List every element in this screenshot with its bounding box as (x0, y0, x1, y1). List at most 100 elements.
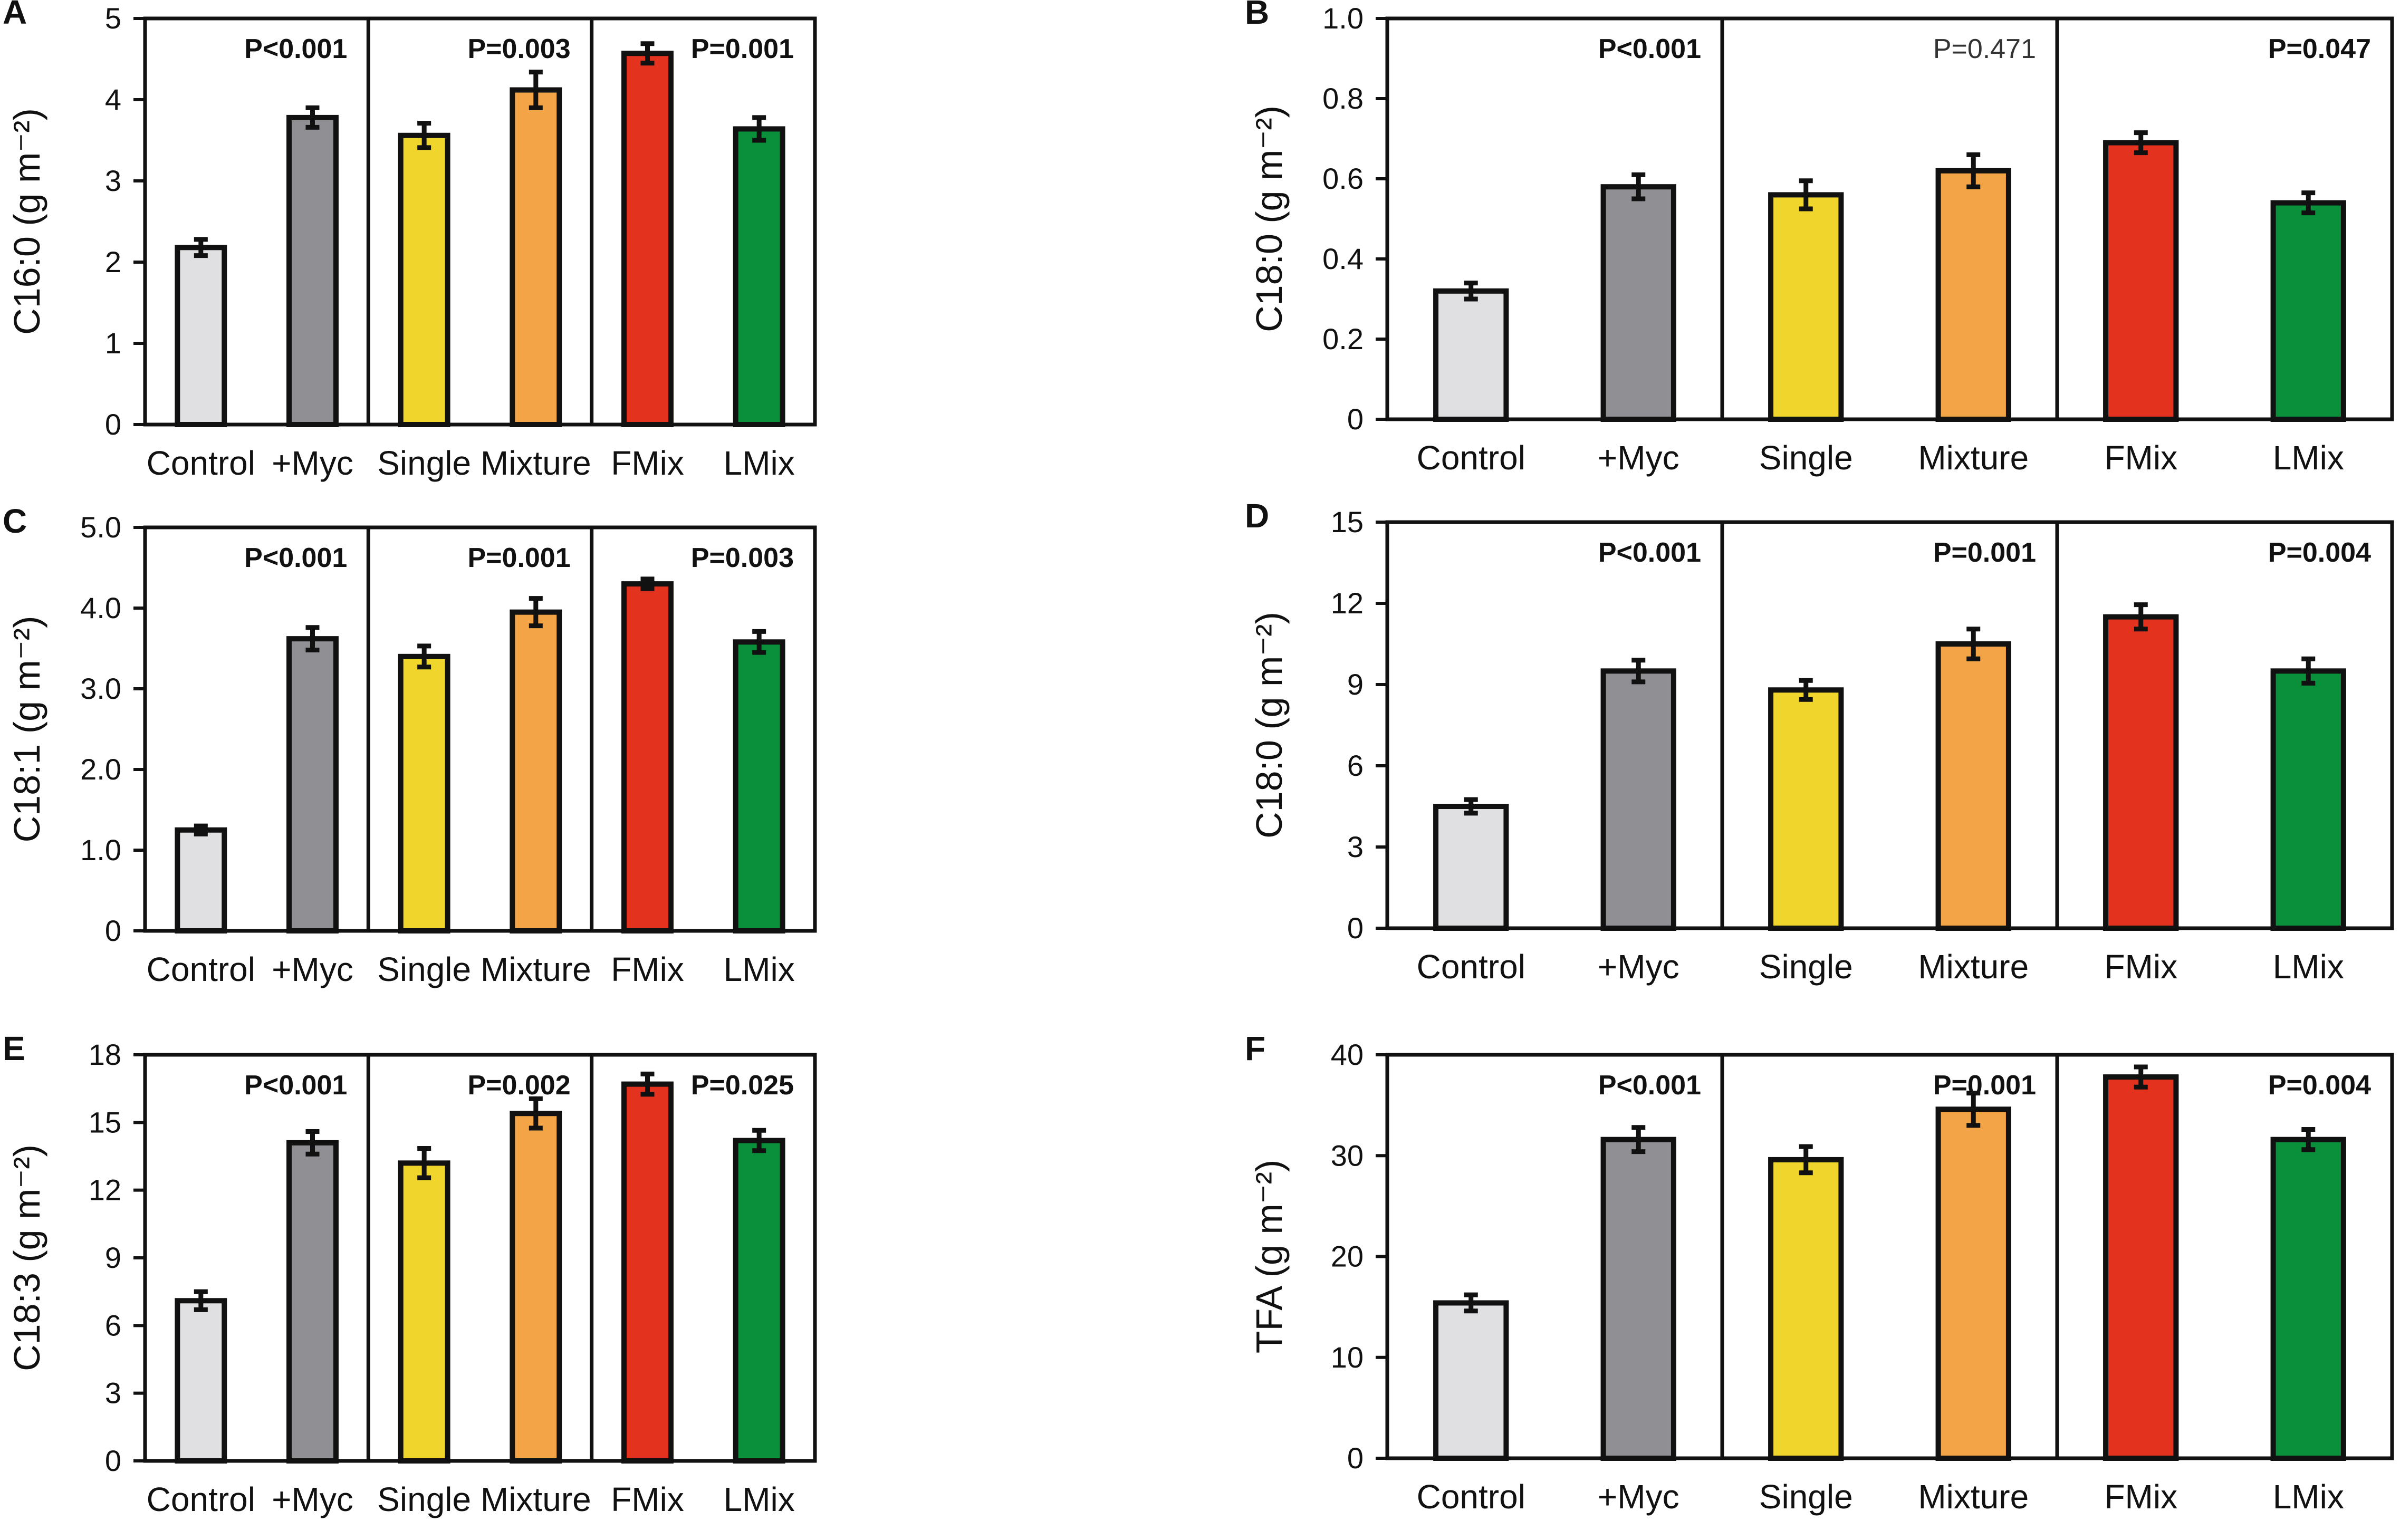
plot-frame (1385, 16, 2394, 421)
x-tick-label: FMix (611, 1480, 684, 1518)
error-bar-fmix (2134, 602, 2148, 632)
y-tick-label: 0 (105, 408, 121, 441)
x-tick-label: LMix (724, 444, 795, 482)
bar-mixture (1935, 641, 2011, 931)
p-value-label: P<0.001 (1598, 1070, 1701, 1101)
x-tick-label: Mixture (1918, 439, 2029, 477)
y-tick-label: 0 (105, 914, 121, 947)
x-tick-label: LMix (2273, 1478, 2344, 1516)
x-tick-label: +Myc (1598, 948, 1679, 986)
error-bar-control (1464, 1292, 1478, 1314)
x-tick-label: Mixture (1918, 1478, 2029, 1516)
y-tick-label: 4.0 (80, 591, 121, 624)
bar-single (398, 1160, 450, 1464)
panel-letter: F (1245, 1029, 1265, 1067)
error-bar-mixture (529, 1096, 543, 1131)
x-tick-label: Single (1759, 439, 1853, 477)
x-tick-label: LMix (724, 1480, 795, 1518)
bar-lmix (2270, 200, 2346, 422)
panel-letter: B (1245, 0, 1269, 31)
error-bar-single (1799, 178, 1813, 211)
plot-frame (1385, 520, 2394, 930)
panel-a: Control +Myc Single Mixture FMix LMix 0 1 2 3 4 5 C1… (3, 0, 817, 482)
bar-fmix (621, 1081, 674, 1464)
x-tick-label: FMix (611, 950, 684, 988)
panel-e: Control +Myc Single Mixture FMix LMix 0 3 6 9 12 15… (3, 1029, 817, 1518)
p-value-label: P<0.001 (244, 543, 347, 573)
y-tick-label: 0 (1347, 911, 1364, 945)
error-bar-fmix (2134, 1064, 2148, 1090)
x-tick-label: Single (377, 444, 471, 482)
x-tick-label: Control (147, 950, 255, 988)
y-axis-label: C18:0 (g m⁻²) (1249, 612, 1290, 839)
x-tick-label: LMix (2273, 439, 2344, 477)
panel-c: Control +Myc Single Mixture FMix LMix 0 1.0 2.0 3… (3, 502, 817, 988)
plot-frame (143, 525, 817, 933)
y-tick-label: 3.0 (80, 672, 121, 705)
error-bar-lmix (2301, 656, 2316, 686)
y-tick-label: 2 (105, 245, 121, 278)
bar-plus-myc (286, 636, 339, 933)
y-tick-label: 12 (1331, 586, 1364, 620)
y-tick-label: 0.6 (1322, 162, 1364, 195)
bar-fmix (2103, 140, 2179, 422)
y-tick-label: 18 (89, 1038, 121, 1071)
bar-plus-myc (286, 1140, 339, 1464)
bar-lmix (733, 1138, 785, 1464)
x-tick-label: LMix (2273, 948, 2344, 986)
y-tick-label: 2.0 (80, 753, 121, 786)
y-tick-label: 5 (105, 2, 121, 35)
bar-single (398, 653, 450, 934)
y-tick-label: 3 (105, 1377, 121, 1410)
error-bar-plus-myc (1631, 172, 1646, 201)
y-axis-label: C18:3 (g m⁻²) (6, 1144, 47, 1371)
x-tick-label: Mixture (481, 1480, 591, 1518)
panel-b: Control +Myc Single Mixture FMix LMix 0 0.2 0.4 0… (1245, 0, 2394, 477)
y-tick-label: 1.0 (80, 833, 121, 867)
p-value-label: P=0.004 (2268, 1070, 2371, 1101)
x-tick-label: FMix (2104, 1478, 2177, 1516)
error-bar-lmix (752, 629, 766, 655)
error-bar-plus-myc (1631, 658, 1646, 685)
y-tick-label: 1 (105, 326, 121, 360)
error-bar-fmix (640, 576, 655, 591)
y-tick-label: 9 (1347, 668, 1364, 701)
bar-plus-myc (1600, 184, 1676, 422)
error-bar-fmix (640, 41, 655, 66)
y-tick-label: 15 (1331, 505, 1364, 538)
x-tick-label: FMix (611, 444, 684, 482)
error-bar-control (194, 1289, 208, 1312)
bar-control (1433, 288, 1509, 422)
bar-fmix (621, 51, 674, 428)
x-tick-label: Mixture (481, 950, 591, 988)
y-tick-label: 4 (105, 83, 121, 116)
bar-single (1768, 1157, 1844, 1461)
p-value-label: P=0.004 (2268, 537, 2371, 568)
bar-single (1768, 192, 1844, 422)
p-value-label: P=0.001 (467, 543, 570, 573)
bar-lmix (2270, 1137, 2346, 1461)
x-tick-label: Single (1759, 948, 1853, 986)
error-bar-control (1464, 281, 1478, 302)
error-bar-plus-myc (1631, 1125, 1646, 1154)
bar-fmix (2103, 1074, 2179, 1461)
bar-mixture (510, 1111, 562, 1464)
bar-mixture (1935, 1106, 2011, 1461)
x-tick-label: FMix (2104, 948, 2177, 986)
error-bar-control (194, 237, 208, 258)
p-value-label: P=0.001 (1933, 537, 2036, 568)
error-bar-single (1799, 1144, 1813, 1176)
y-tick-label: 0.4 (1322, 242, 1364, 275)
y-tick-label: 40 (1331, 1038, 1364, 1071)
x-tick-label: Control (1417, 1478, 1525, 1516)
bar-lmix (733, 126, 785, 427)
bar-lmix (733, 639, 785, 933)
error-bar-plus-myc (305, 625, 320, 653)
x-tick-label: FMix (2104, 439, 2177, 477)
p-value-label: P=0.001 (1933, 1070, 2036, 1101)
bar-control (175, 1298, 227, 1464)
error-bar-lmix (752, 1128, 766, 1153)
x-tick-label: Single (1759, 1478, 1853, 1516)
y-tick-label: 6 (1347, 749, 1364, 782)
